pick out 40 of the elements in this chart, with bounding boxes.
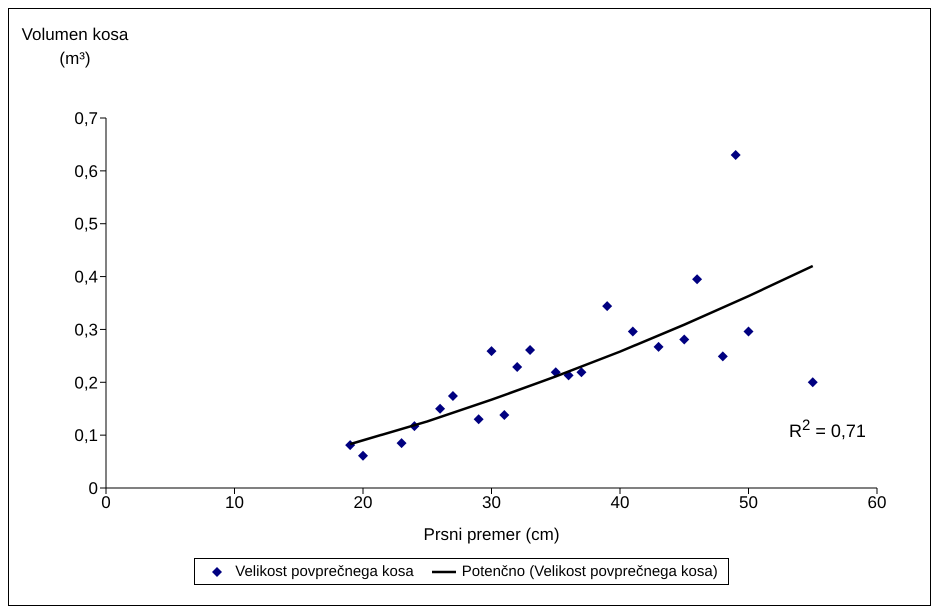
point bbox=[525, 345, 536, 356]
point bbox=[602, 301, 612, 312]
point bbox=[358, 450, 368, 461]
point bbox=[730, 150, 741, 160]
x-tick-label: 60 bbox=[868, 493, 886, 512]
point bbox=[499, 410, 510, 420]
legend-label: Velikost povprečnega kosa bbox=[234, 563, 414, 580]
point bbox=[474, 414, 484, 424]
y-tick-label: 0 bbox=[88, 479, 98, 498]
x-tick-label: 50 bbox=[739, 493, 758, 512]
y-tick-label: 0,4 bbox=[74, 268, 98, 287]
point bbox=[654, 342, 664, 352]
x-tick-label: 10 bbox=[225, 493, 244, 512]
y-tick-label: 0,7 bbox=[74, 109, 98, 128]
y-tick-label: 0,3 bbox=[74, 320, 98, 340]
point bbox=[808, 377, 818, 388]
legend-label: Potenčno (Velikost povprečnega kosa) bbox=[460, 563, 718, 580]
point bbox=[718, 351, 728, 362]
y-tick-label: 0,2 bbox=[74, 373, 98, 392]
point bbox=[744, 326, 754, 337]
point bbox=[448, 391, 458, 402]
point bbox=[692, 274, 702, 284]
x-tick-label: 0 bbox=[101, 493, 111, 512]
point bbox=[679, 334, 690, 344]
point bbox=[576, 367, 586, 378]
x-tick-label: 30 bbox=[482, 493, 501, 512]
point bbox=[628, 326, 638, 337]
annotation: R$^{2}$ = 0,71 bbox=[789, 417, 866, 442]
point bbox=[512, 362, 522, 372]
point bbox=[435, 404, 446, 414]
x-tick-label: 20 bbox=[354, 493, 372, 512]
point bbox=[396, 438, 407, 448]
y-tick-label: 0,5 bbox=[74, 214, 98, 234]
point bbox=[486, 346, 496, 356]
x-tick-label: 40 bbox=[610, 493, 630, 512]
x-axis-title: Prsni premer (cm) bbox=[423, 525, 560, 544]
y-tick-label: 0,6 bbox=[74, 162, 98, 181]
y-tick-label: 0,1 bbox=[74, 426, 98, 446]
y-axis-title: Volumen kosa (m³) bbox=[20, 24, 130, 70]
point bbox=[550, 367, 561, 378]
